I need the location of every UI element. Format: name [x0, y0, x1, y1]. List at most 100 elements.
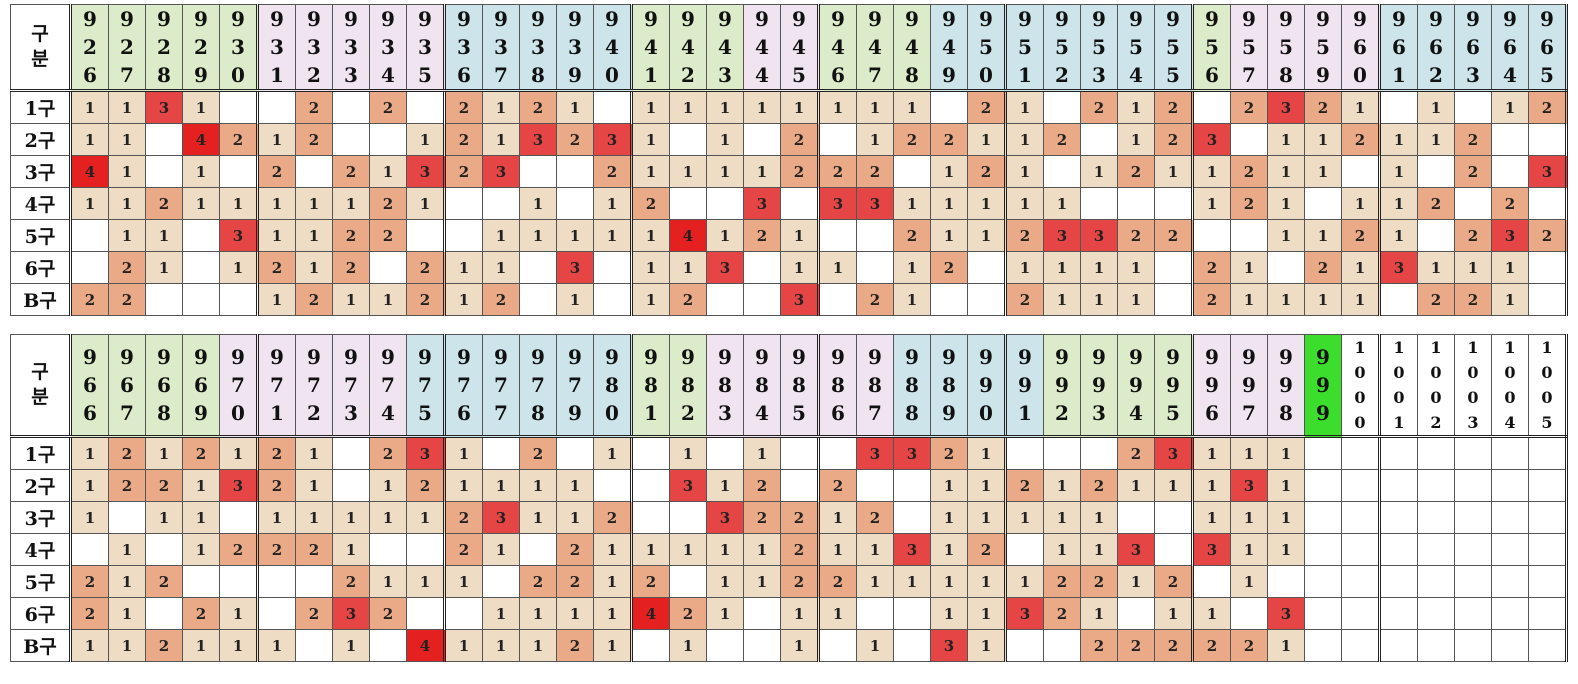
draw-number-digit: 0 [1430, 363, 1442, 382]
draw-number-header: 9 6 9 [182, 334, 220, 438]
draw-number-digit: 9 [194, 7, 208, 31]
draw-number-header: 9 3 5 [406, 4, 445, 92]
draw-number-digit: 9 [457, 345, 471, 369]
count-cell: 2 [1191, 251, 1231, 284]
count-cell: 1 [519, 629, 557, 662]
count-cell: 2 [295, 597, 333, 630]
count-cell [1454, 436, 1492, 470]
count-cell [1417, 597, 1455, 630]
draw-number-digit: 9 [307, 345, 321, 369]
draw-number-digit: 8 [718, 373, 732, 397]
draw-number-digit: 3 [531, 35, 545, 59]
draw-number-digit: 9 [120, 7, 134, 31]
count-cell: 1 [817, 597, 857, 630]
draw-number-digit: 5 [1540, 63, 1554, 87]
draw-number-digit: 7 [381, 373, 395, 397]
count-cell: 1 [1378, 155, 1418, 188]
draw-number-digit: 9 [568, 401, 582, 425]
count-cell: 1 [1117, 469, 1155, 502]
draw-number-digit: 5 [1166, 401, 1180, 425]
draw-number-header: 9 5 2 [1043, 4, 1081, 92]
draw-number-digit: 5 [1242, 35, 1256, 59]
count-cell: 2 [295, 123, 333, 156]
count-cell: 1 [482, 597, 520, 630]
count-cell: 1 [482, 533, 520, 566]
count-cell: 1 [669, 436, 707, 470]
draw-number-header: 9 3 0 [219, 4, 258, 92]
draw-number-digit: 9 [457, 7, 471, 31]
draw-number-digit: 9 [120, 345, 134, 369]
count-cell [1230, 219, 1268, 252]
count-cell: 2 [780, 533, 819, 566]
count-cell: 1 [69, 123, 109, 156]
draw-number-header: 9 3 2 [295, 4, 333, 92]
draw-number-digit: 4 [1129, 63, 1143, 87]
count-cell [1378, 436, 1418, 470]
count-cell: 1 [1267, 123, 1305, 156]
draw-number-digit: 9 [157, 345, 171, 369]
count-cell: 1 [630, 251, 670, 284]
draw-number-digit: 9 [157, 7, 171, 31]
count-cell: 1 [1004, 501, 1044, 534]
count-cell [1191, 219, 1231, 252]
count-cell: 1 [930, 501, 968, 534]
count-cell [1454, 90, 1492, 124]
count-cell: 2 [930, 436, 968, 470]
count-cell: 2 [780, 501, 819, 534]
draw-number-header: 9 6 0 [1341, 4, 1380, 92]
count-cell [893, 597, 931, 630]
count-cell: 2 [443, 501, 483, 534]
count-cell: 1 [295, 501, 333, 534]
draw-number-digit: 8 [1279, 401, 1293, 425]
draw-number-digit: 9 [344, 345, 358, 369]
draw-number-header: 9 8 0 [593, 334, 632, 438]
count-cell: 1 [1267, 155, 1305, 188]
count-cell: 1 [967, 469, 1006, 502]
draw-number-digit: 4 [905, 35, 919, 59]
count-cell: 1 [256, 629, 296, 662]
draw-number-digit: 5 [792, 63, 806, 87]
draw-number-digit: 9 [568, 7, 582, 31]
count-cell: 1 [69, 436, 109, 470]
count-cell: 2 [930, 251, 968, 284]
count-cell: 2 [856, 283, 894, 316]
count-cell: 1 [219, 251, 258, 284]
count-cell [1080, 187, 1118, 220]
count-cell [893, 629, 931, 662]
count-cell: 2 [1230, 155, 1268, 188]
count-cell: 1 [1491, 251, 1529, 284]
count-cell: 3 [817, 187, 857, 220]
count-cell: 1 [182, 629, 220, 662]
draw-number-digit: 9 [831, 7, 845, 31]
count-cell: 2 [780, 123, 819, 156]
count-cell: 1 [1267, 533, 1305, 566]
count-cell: 2 [1080, 469, 1118, 502]
draw-number-digit: 9 [681, 7, 695, 31]
count-cell: 1 [145, 501, 183, 534]
count-cell: 1 [295, 219, 333, 252]
count-cell: 1 [1191, 187, 1231, 220]
draw-number-header: 9 3 4 [369, 4, 407, 92]
count-cell [1528, 251, 1568, 284]
count-cell: 3 [519, 123, 557, 156]
draw-number-digit: 9 [194, 401, 208, 425]
count-cell: 1 [219, 597, 258, 630]
draw-number-digit: 1 [1430, 338, 1442, 357]
count-cell [556, 436, 594, 470]
draw-number-digit: 8 [755, 373, 769, 397]
count-cell [669, 501, 707, 534]
count-cell: 1 [743, 565, 781, 598]
count-cell: 1 [856, 565, 894, 598]
count-cell: 1 [443, 565, 483, 598]
draw-number-digit: 9 [905, 345, 919, 369]
table-row: 4구 1 1 2 2 2 1 2 1 2 1 1 1 1 1 2 1 1 3 1 2 1 1 3 3 1 1 [10, 533, 1568, 566]
count-cell [332, 469, 370, 502]
count-cell: 1 [967, 629, 1006, 662]
count-cell [706, 629, 744, 662]
row-label: 5구 [10, 565, 71, 598]
count-cell: 1 [893, 283, 931, 316]
draw-number-digit: 9 [1166, 345, 1180, 369]
count-cell: 2 [519, 565, 557, 598]
count-cell: 2 [669, 597, 707, 630]
